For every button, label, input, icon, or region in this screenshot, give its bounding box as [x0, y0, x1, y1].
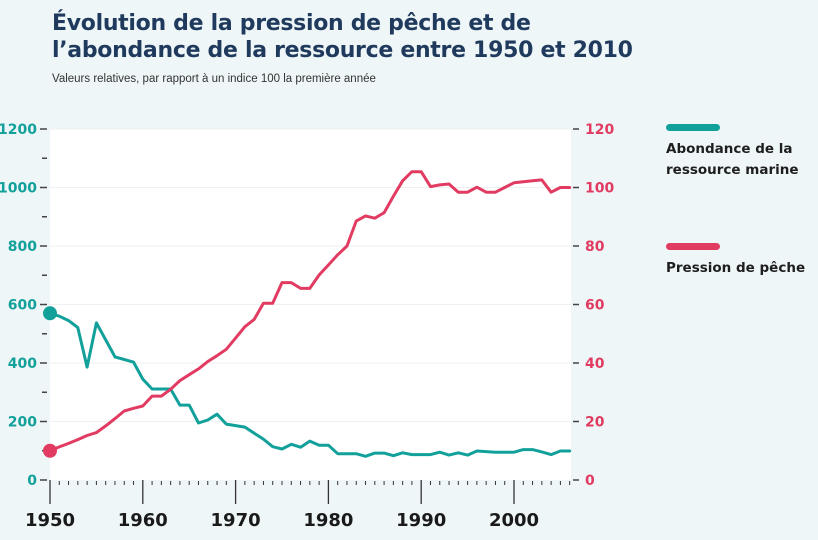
y-right-tick-label: 120	[585, 122, 614, 138]
y-left-tick-label: 1200	[0, 122, 37, 138]
series-line-pression	[48, 170, 572, 453]
legend-item-pression: Pression de pêche	[666, 243, 816, 279]
start-marker-pression	[43, 443, 57, 458]
x-tick-label: 1980	[303, 510, 353, 531]
x-tick-label: 1960	[118, 510, 168, 531]
legend-swatch-abondance	[666, 124, 720, 131]
y-right-tick-label: 100	[585, 181, 614, 197]
legend-label-pression: Pression de pêche	[666, 260, 806, 276]
y-left-tick-label: 1000	[0, 181, 37, 197]
series-line-abondance	[48, 311, 572, 458]
x-tick-label: 1970	[211, 510, 261, 531]
y-left-tick-label: 400	[8, 356, 37, 372]
y-right-tick-label: 40	[585, 356, 605, 372]
y-left-tick-label: 200	[8, 415, 37, 431]
y-right-tick-label: 80	[585, 239, 605, 255]
x-tick-label: 2000	[489, 510, 539, 531]
chart-title: Évolution de la pression de pêche et de …	[52, 11, 633, 63]
x-tick-label: 1990	[396, 510, 446, 531]
start-marker-abondance	[43, 306, 57, 321]
y-left-tick-label: 800	[8, 239, 37, 255]
chart-subtitle: Valeurs relatives, par rapport à un indi…	[52, 73, 376, 85]
legend-label-abondance: Abondance de la ressource marine	[666, 141, 799, 178]
legend-swatch-pression	[666, 243, 720, 250]
y-left-tick-label: 0	[27, 473, 37, 489]
y-left-tick-label: 600	[8, 298, 37, 314]
x-tick-label: 1950	[25, 510, 75, 531]
y-right-tick-label: 0	[585, 473, 595, 489]
y-right-tick-label: 20	[585, 415, 605, 431]
legend-item-abondance: Abondance de la ressource marine	[666, 124, 816, 181]
y-right-tick-label: 60	[585, 298, 605, 314]
